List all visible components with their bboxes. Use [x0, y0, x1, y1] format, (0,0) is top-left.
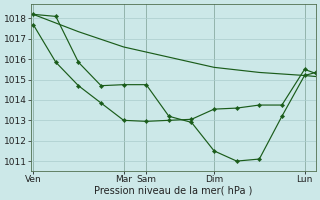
X-axis label: Pression niveau de la mer( hPa ): Pression niveau de la mer( hPa ) — [94, 186, 253, 196]
